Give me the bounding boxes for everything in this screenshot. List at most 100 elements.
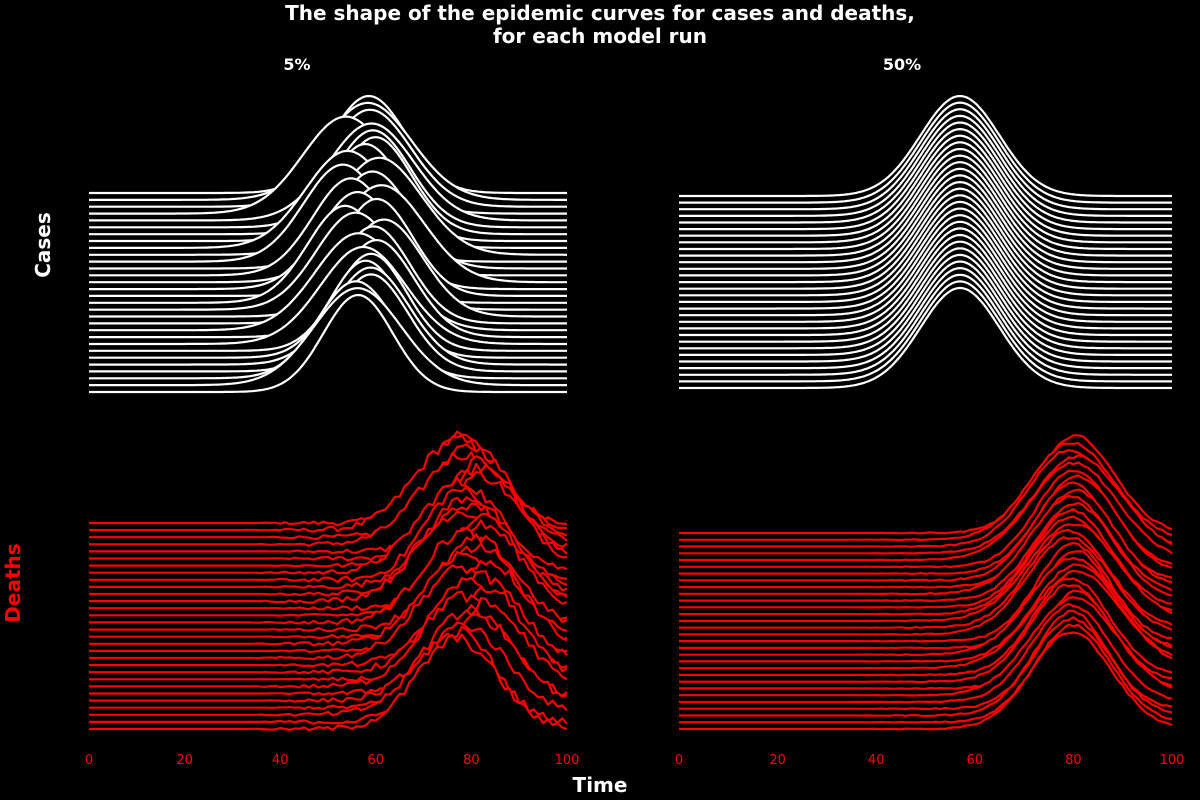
model-run-line [89, 232, 567, 332]
model-run-line [679, 623, 1173, 724]
model-run-line [89, 633, 568, 732]
ridge-panels [89, 94, 1173, 732]
ridge-mask [679, 632, 1172, 731]
model-run-line [679, 280, 1172, 383]
model-run-line [89, 287, 567, 387]
model-run-line [89, 542, 568, 639]
panel-deaths-5pct [89, 430, 568, 732]
column-label-5pct: 5% [283, 55, 310, 74]
x-tick-label: 80 [1065, 753, 1082, 768]
model-run-line [89, 586, 568, 683]
model-run-line [679, 267, 1172, 370]
x-tick-label: 100 [555, 753, 580, 768]
model-run-line [679, 596, 1173, 697]
model-run-line [679, 207, 1172, 310]
model-run-line [679, 121, 1172, 224]
model-run-line [679, 536, 1173, 636]
ridge-mask [89, 219, 567, 319]
model-run-line [679, 616, 1173, 717]
model-run-line [89, 570, 568, 668]
model-run-line [679, 214, 1172, 317]
model-run-line [89, 149, 567, 249]
x-tick-label: 80 [463, 753, 480, 768]
model-run-line [679, 501, 1173, 602]
model-run-line [89, 476, 568, 575]
model-run-line [679, 602, 1173, 704]
model-run-line [679, 141, 1172, 244]
model-run-line [679, 174, 1172, 277]
model-run-line [89, 430, 568, 527]
model-run-line [89, 245, 567, 346]
model-run-line [679, 556, 1173, 657]
ridge-mask [89, 634, 567, 731]
x-axis-ticks: 0 20 40 60 80 100 0 20 40 60 80 100 [85, 753, 1185, 768]
ridge-mask [89, 295, 567, 394]
model-run-line [679, 220, 1172, 323]
model-run-line [679, 134, 1172, 237]
x-tick-label: 60 [967, 753, 984, 768]
model-run-line [679, 273, 1172, 376]
model-run-line [679, 247, 1172, 350]
model-run-line [679, 286, 1172, 390]
ridge-mask [89, 185, 567, 285]
model-run-line [679, 474, 1173, 575]
model-run-line [89, 519, 568, 617]
model-run-line [679, 200, 1172, 303]
x-tick-label: 100 [1160, 753, 1185, 768]
model-run-line [89, 597, 568, 696]
model-run-line [679, 260, 1172, 363]
model-run-line [89, 625, 568, 725]
model-run-line [679, 434, 1173, 535]
model-run-line [89, 496, 568, 590]
model-run-line [89, 533, 568, 633]
model-run-line [679, 167, 1172, 270]
model-run-line [89, 608, 568, 704]
panel-cases-50pct [679, 94, 1172, 390]
x-axis-label: Time [573, 773, 628, 797]
model-run-line [89, 621, 568, 717]
model-run-line [89, 502, 568, 597]
model-run-line [679, 583, 1173, 684]
model-run-line [89, 293, 567, 394]
model-run-line [679, 461, 1173, 562]
chart-title-line2: for each model run [493, 24, 707, 48]
model-run-line [679, 469, 1173, 569]
model-run-line [679, 94, 1172, 198]
model-run-line [89, 512, 568, 612]
model-run-line [679, 523, 1173, 623]
model-run-line [679, 114, 1172, 217]
model-run-line [679, 108, 1172, 211]
model-run-line [89, 613, 568, 710]
x-tick-label: 0 [675, 753, 683, 768]
ridge-mask [89, 247, 567, 346]
x-tick-label: 20 [769, 753, 786, 768]
row-label-deaths: Deaths [1, 543, 25, 622]
model-run-line [89, 115, 567, 215]
model-run-line [679, 494, 1173, 596]
model-run-line [679, 528, 1173, 630]
model-run-line [679, 194, 1172, 297]
model-run-line [89, 211, 567, 311]
model-run-line [679, 589, 1173, 690]
chart-title-line1: The shape of the epidemic curves for cas… [285, 1, 915, 25]
model-run-line [89, 177, 567, 277]
model-run-line [679, 101, 1172, 204]
column-label-50pct: 50% [883, 55, 921, 74]
model-run-line [89, 280, 567, 380]
ridge-mask [679, 288, 1172, 390]
model-run-line [679, 609, 1173, 711]
model-run-line [679, 442, 1173, 542]
model-run-line [679, 631, 1173, 731]
model-run-line [679, 253, 1172, 356]
panel-deaths-50pct [679, 434, 1173, 731]
row-label-cases: Cases [31, 212, 55, 278]
model-run-line [679, 550, 1173, 650]
x-tick-label: 40 [272, 753, 289, 768]
model-run-line [679, 541, 1173, 643]
model-run-line [679, 161, 1172, 264]
x-tick-label: 40 [868, 753, 885, 768]
ridge-mask [89, 157, 567, 257]
model-run-line [679, 154, 1172, 257]
model-run-line [679, 187, 1172, 290]
